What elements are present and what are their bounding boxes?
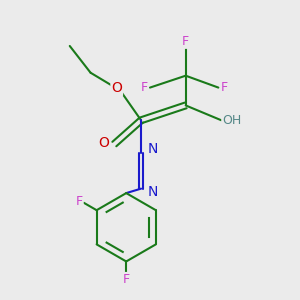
Text: F: F (123, 273, 130, 286)
Text: N: N (147, 142, 158, 156)
Text: O: O (111, 81, 122, 95)
Text: F: F (140, 81, 148, 94)
Text: N: N (147, 185, 158, 199)
Text: O: O (98, 136, 110, 150)
Text: F: F (182, 35, 189, 48)
Text: F: F (221, 81, 228, 94)
Text: OH: OH (222, 114, 242, 127)
Text: F: F (76, 195, 83, 208)
